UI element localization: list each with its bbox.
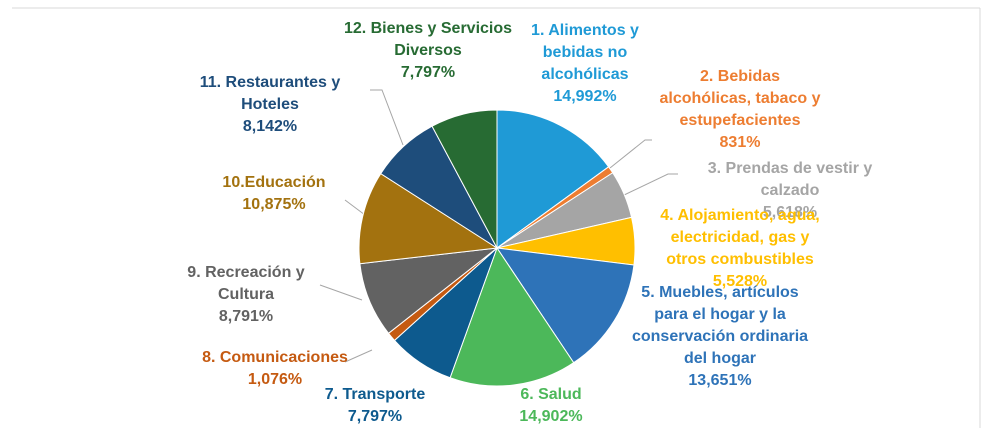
value-label: 831% xyxy=(719,134,761,151)
data-label: 1. Alimentos y bebidas no alcohólicas 14,… xyxy=(510,20,660,108)
category-label: 8. Comunicaciones xyxy=(202,349,348,366)
leader-line xyxy=(344,349,373,363)
category-label: 7. Transporte xyxy=(324,386,426,403)
category-label: 5. Muebles, artículos para el hogar y la… xyxy=(631,284,809,367)
value-label: 7,797% xyxy=(400,64,456,81)
category-label: 3. Prendas de vestir y calzado xyxy=(707,160,873,199)
data-label: 5. Muebles, artículos para el hogar y la… xyxy=(623,282,818,392)
value-label: 10,875% xyxy=(242,196,306,213)
value-label: 14,992% xyxy=(553,88,617,105)
data-label: 8. Comunicaciones 1,076% xyxy=(185,347,365,391)
category-label: 2. Bebidas alcohólicas, tabaco y estupef… xyxy=(659,68,821,129)
leader-line xyxy=(370,89,404,146)
leader-line xyxy=(621,173,678,197)
data-label: 4. Alojamiento, agua, electricidad, gas … xyxy=(653,205,828,293)
leader-lines xyxy=(319,89,678,363)
pie-slice xyxy=(496,109,610,249)
pie-slice xyxy=(431,109,498,249)
data-label: 9. Recreación y Cultura 8,791% xyxy=(171,262,321,328)
pie-slice xyxy=(358,172,499,265)
data-label: 6. Salud 14,902% xyxy=(491,384,611,428)
value-label: 14,902% xyxy=(519,408,583,425)
category-label: 9. Recreación y Cultura xyxy=(187,264,305,303)
leader-line xyxy=(319,284,363,301)
value-label: 7,797% xyxy=(347,408,403,425)
pie-slice xyxy=(449,246,575,387)
data-label: 2. Bebidas alcohólicas, tabaco y estupef… xyxy=(653,66,828,154)
category-label: 4. Alojamiento, agua, electricidad, gas … xyxy=(660,207,820,268)
data-label: 10.Educación 10,875% xyxy=(194,172,354,216)
data-label: 11. Restaurantes y Hoteles 8,142% xyxy=(180,72,360,138)
category-label: 10.Educación xyxy=(222,174,326,191)
value-label: 8,791% xyxy=(218,308,274,325)
value-label: 5,528% xyxy=(712,273,768,290)
value-label: 5,618% xyxy=(762,204,818,221)
category-label: 11. Restaurantes y Hoteles xyxy=(199,74,341,113)
leader-line xyxy=(609,139,652,169)
value-label: 13,651% xyxy=(688,372,752,389)
data-label: 12. Bienes y Servicios Diversos 7,797% xyxy=(338,18,518,84)
category-label: 12. Bienes y Servicios Diversos xyxy=(343,20,513,59)
value-label: 1,076% xyxy=(247,371,303,388)
category-label: 6. Salud xyxy=(520,386,582,403)
leader-line xyxy=(344,199,366,216)
data-label: 7. Transporte 7,797% xyxy=(300,384,450,428)
value-label: 8,142% xyxy=(242,118,298,135)
pie-slice xyxy=(495,247,635,364)
category-label: 1. Alimentos y bebidas no alcohólicas xyxy=(531,22,639,83)
data-label: 3. Prendas de vestir y calzado 5,618% xyxy=(690,158,890,224)
